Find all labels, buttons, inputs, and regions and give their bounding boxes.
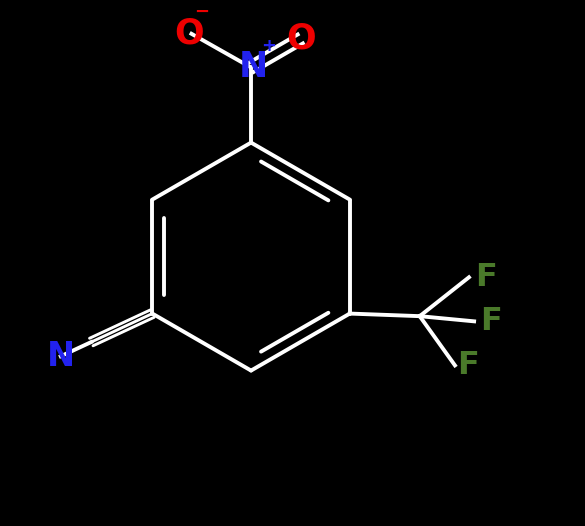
- Text: −: −: [194, 3, 209, 21]
- Text: N: N: [47, 340, 75, 373]
- Text: O: O: [287, 22, 316, 56]
- Text: F: F: [457, 350, 480, 381]
- Text: F: F: [480, 306, 502, 337]
- Text: F: F: [475, 262, 497, 293]
- Text: O: O: [174, 17, 204, 51]
- Text: +: +: [261, 36, 276, 55]
- Text: N: N: [239, 50, 269, 85]
